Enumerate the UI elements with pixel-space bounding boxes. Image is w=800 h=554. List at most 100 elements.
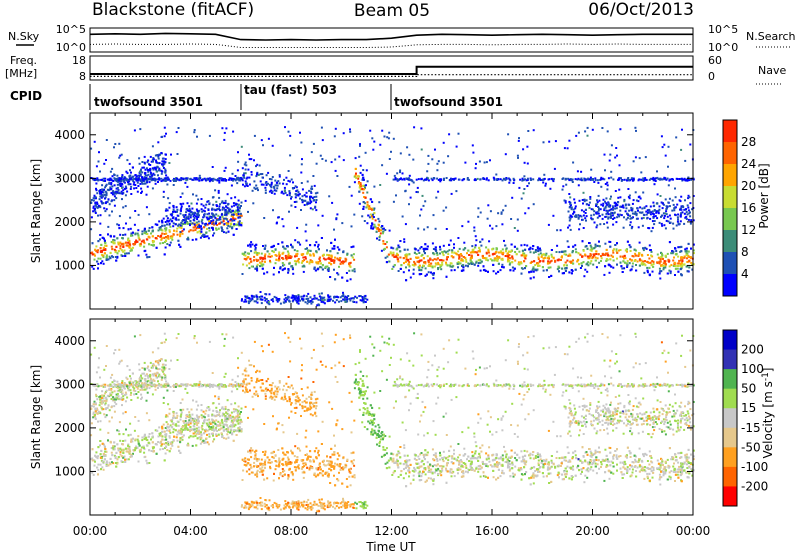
power-point-4194: [665, 207, 668, 210]
power-point-4875: [248, 153, 250, 156]
power-point-1578: [504, 255, 507, 257]
power-point-4276: [689, 202, 692, 205]
power-point-2096: [329, 276, 332, 278]
power-point-4797: [113, 173, 116, 176]
power-point-361: [91, 265, 94, 268]
power-point-2261: [282, 257, 285, 260]
power-point-3440: [274, 179, 277, 182]
power-point-539: [129, 227, 132, 230]
power-point-4146: [606, 211, 609, 214]
power-point-364: [453, 269, 456, 272]
power-point-4485: [654, 180, 657, 182]
power-point-2155: [153, 240, 155, 243]
power-point-1905: [134, 232, 137, 235]
power-point-3533: [261, 173, 264, 175]
power-point-3446: [270, 186, 273, 189]
power-point-3799: [612, 178, 615, 181]
power-point-2364: [644, 260, 646, 263]
power-point-248: [529, 251, 532, 254]
power-point-2337: [291, 245, 294, 248]
power-point-82: [402, 271, 405, 274]
power-point-2258: [616, 251, 619, 254]
power-point-4738: [437, 160, 440, 163]
power-point-2237: [462, 269, 465, 272]
power-point-3127: [123, 178, 126, 181]
power-point-4655: [316, 191, 319, 194]
power-point-2112: [420, 269, 423, 272]
power-point-4103: [672, 203, 675, 206]
power-point-3450: [272, 185, 275, 188]
power-point-3194: [166, 209, 169, 212]
power-point-4759: [523, 175, 526, 178]
power-point-3693: [347, 295, 350, 297]
power-point-3169: [165, 215, 168, 218]
power-point-3168: [230, 218, 233, 221]
power-point-275: [494, 259, 497, 262]
power-point-3214: [233, 204, 236, 207]
power-point-2129: [260, 262, 263, 265]
power-point-1779: [168, 244, 171, 247]
power-point-3346: [187, 209, 190, 212]
power-point-1509: [558, 266, 561, 269]
power-point-2380: [116, 256, 119, 259]
power-point-2528: [564, 269, 567, 272]
power-point-3395: [295, 186, 298, 189]
power-point-1890: [686, 270, 689, 273]
power-point-4437: [513, 227, 516, 229]
power-point-2147: [338, 259, 341, 262]
power-point-2806: [147, 177, 149, 180]
power-point-2495: [635, 249, 637, 252]
power-point-3019: [166, 176, 169, 179]
power-point-2041: [497, 251, 500, 254]
power-point-366: [615, 250, 618, 253]
power-point-3037: [108, 179, 111, 182]
power-point-2267: [421, 253, 424, 256]
power-point-4731: [542, 181, 545, 184]
power-point-619: [623, 257, 625, 260]
velocity-point-33: [119, 451, 122, 454]
power-point-3589: [260, 302, 263, 305]
power-point-1949: [374, 225, 377, 228]
power-point-2536: [115, 259, 118, 262]
power-point-551: [439, 266, 442, 269]
power-point-2323: [533, 260, 536, 263]
power-point-2438: [455, 252, 457, 255]
power-point-2570: [260, 256, 263, 259]
power-point-4533: [445, 228, 448, 230]
power-point-2508: [281, 241, 284, 244]
power-point-3265: [198, 226, 201, 228]
power-point-2447: [361, 173, 364, 176]
power-point-3435: [267, 182, 269, 185]
power-point-425: [604, 242, 607, 245]
power-point-2351: [469, 259, 472, 262]
power-point-2196: [231, 227, 234, 230]
power-point-3685: [241, 298, 243, 301]
power-point-2428: [329, 258, 331, 261]
power-point-3500: [288, 192, 291, 195]
power-point-1979: [285, 256, 288, 259]
power-point-2568: [212, 234, 214, 237]
power-point-2180: [227, 230, 230, 233]
power-point-4259: [568, 206, 571, 209]
power-point-4288: [619, 209, 622, 212]
power-point-490: [114, 249, 117, 252]
power-point-39: [145, 253, 148, 256]
power-point-1639: [539, 252, 542, 255]
power-point-609: [483, 268, 486, 271]
power-point-2290: [615, 248, 618, 251]
power-point-3699: [255, 300, 257, 303]
power-point-2026: [545, 269, 548, 272]
power-point-353: [270, 246, 273, 249]
power-point-614: [432, 248, 435, 250]
power-point-3044: [137, 179, 140, 182]
power-point-4240: [608, 209, 611, 212]
power-point-2442: [563, 272, 565, 275]
power-point-2409: [422, 257, 425, 260]
power-point-4608: [487, 204, 490, 207]
power-point-3373: [206, 218, 209, 221]
power-point-3434: [262, 183, 265, 186]
power-point-322: [368, 216, 371, 219]
power-point-2291: [306, 252, 309, 255]
power-point-4831: [598, 215, 601, 218]
power-point-3844: [542, 178, 545, 181]
